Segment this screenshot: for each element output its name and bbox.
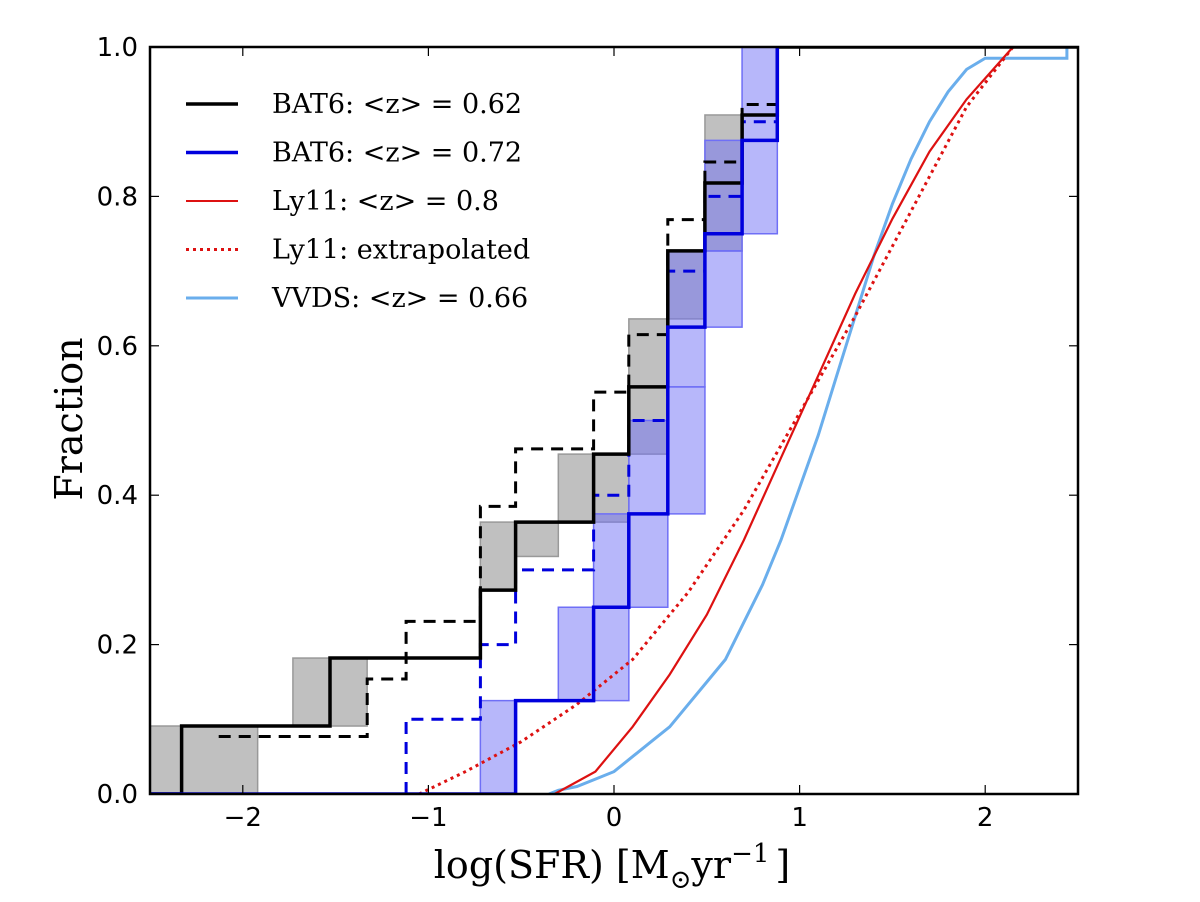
legend-label: Ly11: extrapolated — [272, 235, 530, 266]
bat6_072-band-0 — [479, 699, 517, 795]
legend-label: VVDS: <z> = 0.66 — [271, 283, 528, 314]
y-axis-label: Fraction — [47, 337, 91, 500]
legend-label: BAT6: <z> = 0.72 — [272, 138, 522, 169]
bat6-062-dashed-line — [218, 103, 778, 738]
bat6_072-band-4 — [667, 386, 706, 515]
x-axis-label-close: ] — [775, 843, 790, 887]
y-tick-label: 0.8 — [97, 182, 138, 212]
bat6_072-band-8 — [741, 139, 779, 235]
series-group — [150, 47, 1078, 794]
y-tick-label: 0.0 — [97, 780, 138, 810]
x-axis-label: log(SFR) [M⊙yr−1] — [434, 839, 790, 895]
bat6_072-band-6 — [704, 250, 743, 328]
axis-ticks: −2 −1 0 1 2 0.0 0.2 0.4 0.6 0.8 1.0 — [97, 33, 1078, 833]
legend-label: Ly11: <z> = 0.8 — [272, 186, 499, 217]
x-axis-label-unit: yr — [690, 843, 731, 887]
x-tick-label: −1 — [409, 803, 447, 833]
x-axis-label-sup: −1 — [731, 839, 769, 869]
bat6_072-band-3 — [628, 419, 669, 515]
bat6_062-band-2 — [479, 521, 517, 591]
bat6_062-band-3 — [514, 521, 560, 558]
x-tick-label: −2 — [224, 803, 262, 833]
x-tick-label: 1 — [791, 803, 808, 833]
bat6_072-band-2 — [592, 513, 669, 608]
y-tick-label: 0.6 — [97, 332, 138, 362]
x-axis-label-main: log(SFR) [M — [434, 843, 670, 887]
data-series — [150, 47, 1078, 794]
bat6-072-dashed-line — [404, 120, 778, 794]
x-tick-label: 2 — [977, 803, 994, 833]
y-tick-label: 0.4 — [97, 481, 138, 511]
vvds-line — [548, 47, 1078, 794]
legend: BAT6: <z> = 0.62 BAT6: <z> = 0.72 Ly11: <z… — [186, 89, 530, 314]
bat6-072-line — [150, 47, 780, 794]
x-tick-label: 0 — [606, 803, 623, 833]
bat6_072-band-9 — [741, 46, 779, 142]
x-axis-label-sub: ⊙ — [670, 865, 692, 895]
ly11-line — [554, 47, 1014, 794]
legend-label: BAT6: <z> = 0.62 — [272, 89, 522, 120]
y-tick-label: 1.0 — [97, 33, 138, 63]
y-tick-label: 0.2 — [97, 631, 138, 661]
